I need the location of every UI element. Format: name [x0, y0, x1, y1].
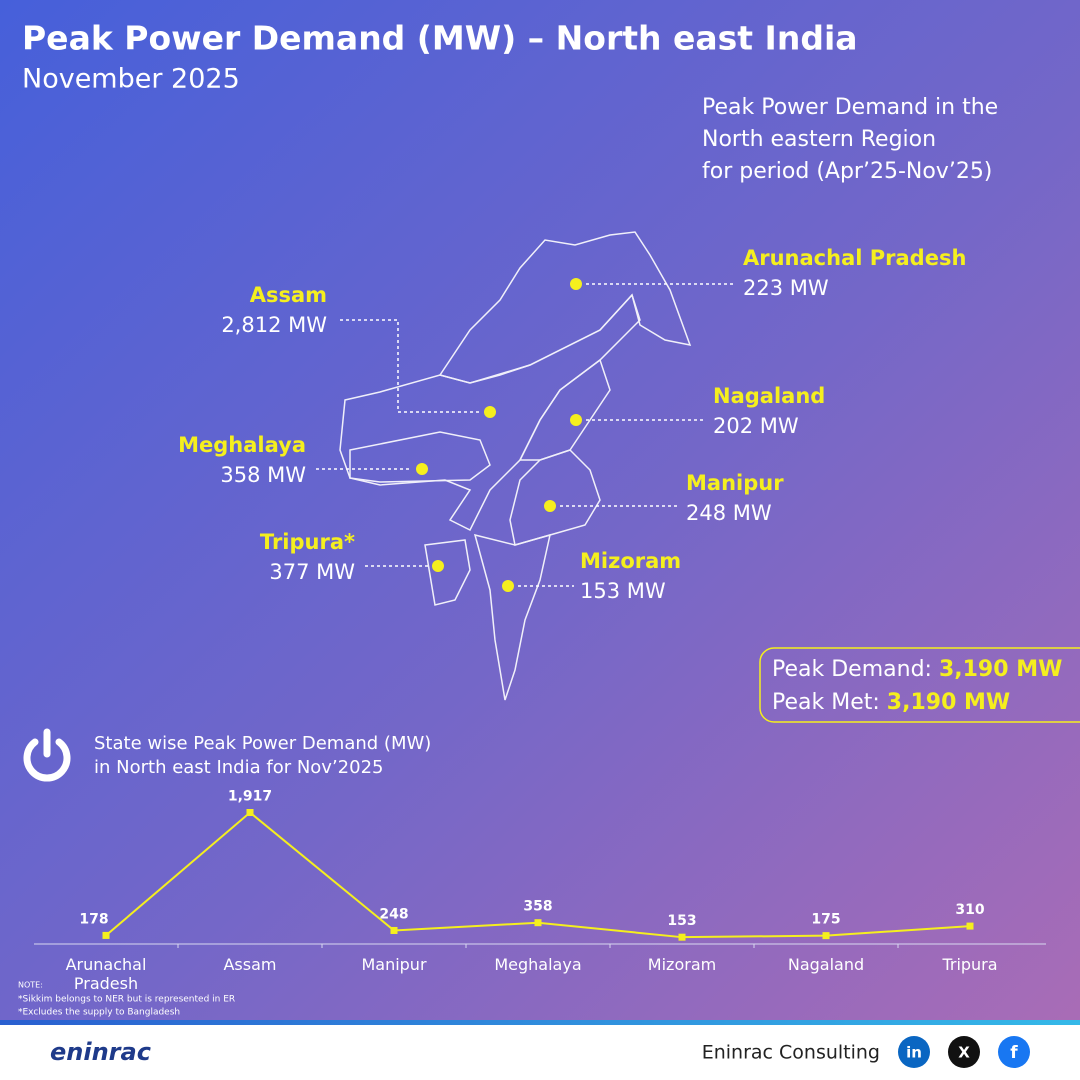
state-dot: [502, 580, 514, 592]
value-label: 178: [79, 911, 108, 927]
background: [0, 0, 1080, 1025]
x-tick-label: Arunachal Pradesh: [65, 955, 147, 993]
map-title: for period (Apr’25-Nov’25): [702, 159, 992, 184]
icon-glyph: f: [1010, 1043, 1018, 1063]
value-label: 153: [667, 913, 696, 929]
point: [390, 926, 398, 934]
summary-met: Peak Met: 3,190 MW: [772, 690, 1010, 715]
power-icon: [23, 728, 71, 782]
x-tick-label: Tripura: [942, 955, 998, 974]
state-dot: [570, 278, 582, 290]
subtitle: November 2025: [22, 64, 240, 95]
chart-title: State wise Peak Power Demand (MW): [94, 733, 431, 754]
state-value: 248 MW: [686, 501, 772, 525]
summary-demand: Peak Demand: 3,190 MW: [772, 657, 1062, 682]
summary-box: [759, 647, 1080, 723]
x-tick-label: Assam: [223, 955, 277, 974]
chart-title: in North east India for Nov’2025: [94, 757, 384, 778]
facebook-icon[interactable]: [998, 1036, 1030, 1068]
summary-label: Peak Demand:: [772, 657, 932, 682]
map-title: North eastern Region: [702, 127, 936, 152]
x-tick-label: Manipur: [361, 955, 427, 974]
state-value: 223 MW: [743, 276, 829, 300]
footer-bar: [0, 1020, 1080, 1025]
state-name: Arunachal Pradesh: [743, 246, 966, 270]
state-name: Tripura*: [260, 530, 355, 554]
map-outline: [339, 231, 692, 701]
state-dot: [570, 414, 582, 426]
summary-value: 3,190 MW: [939, 657, 1062, 682]
point: [966, 922, 974, 930]
company: Eninrac Consulting: [702, 1042, 880, 1064]
leader-line: [340, 319, 480, 413]
state-value: 153 MW: [580, 579, 666, 603]
x-icon[interactable]: [948, 1036, 980, 1068]
note: *Excludes the supply to Bangladesh: [18, 1008, 180, 1018]
state-value: 202 MW: [713, 414, 799, 438]
icon-glyph: X: [958, 1044, 970, 1062]
linkedin-icon[interactable]: [898, 1036, 930, 1068]
state-value: 377 MW: [269, 560, 355, 584]
point: [534, 919, 542, 927]
title: Peak Power Demand (MW) – North east Indi…: [22, 19, 858, 58]
logo: eninrac: [50, 1038, 151, 1066]
state-dot: [416, 463, 428, 475]
map-title: Peak Power Demand in the: [702, 95, 998, 120]
value-label: 1,917: [228, 789, 272, 805]
x-tick-label: Mizoram: [647, 955, 717, 974]
summary-value: 3,190 MW: [887, 690, 1010, 715]
state-dot: [484, 406, 496, 418]
point: [246, 809, 254, 816]
state-name: Manipur: [686, 471, 784, 495]
value-label: 358: [523, 899, 552, 915]
value-label: 310: [955, 902, 984, 918]
icon-glyph: in: [906, 1044, 922, 1062]
value-label: 175: [811, 912, 840, 928]
x-tick-label: Nagaland: [787, 955, 865, 974]
point: [822, 932, 830, 940]
state-value: 2,812 MW: [221, 313, 327, 337]
state-value: 358 MW: [220, 463, 306, 487]
state-name: Mizoram: [580, 549, 681, 573]
note-label: NOTE:: [18, 981, 43, 990]
state-dot: [432, 560, 444, 572]
value-label: 248: [379, 906, 408, 922]
state-name: Nagaland: [713, 384, 825, 408]
x-tick-label: Meghalaya: [494, 955, 582, 974]
point: [678, 933, 686, 941]
summary-label: Peak Met:: [772, 690, 880, 715]
point: [102, 931, 110, 939]
state-dot: [544, 500, 556, 512]
state-name: Meghalaya: [178, 433, 306, 457]
state-name: Assam: [250, 283, 327, 307]
note: *Sikkim belongs to NER but is represente…: [18, 995, 235, 1005]
